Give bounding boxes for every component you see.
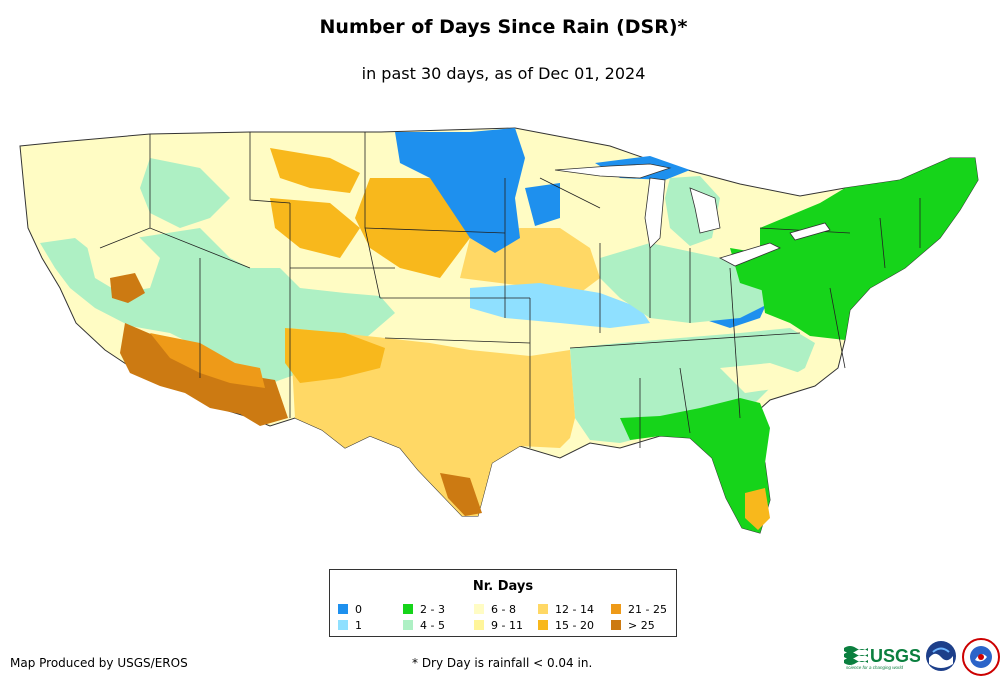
dsr-regions	[40, 128, 978, 533]
region-az-orange	[150, 333, 265, 388]
legend-label: 0	[355, 603, 362, 616]
nws-logo	[962, 638, 1000, 676]
lake-erie	[718, 242, 781, 267]
legend-label: 12 - 14	[555, 603, 594, 616]
legend-swatch	[474, 620, 484, 630]
region-nm-orange	[285, 328, 385, 383]
region-southeast-2-3	[620, 398, 770, 533]
region-carolinas-6-8	[720, 363, 800, 393]
region-southeast-4-5	[570, 328, 815, 443]
legend-item: 9 - 11	[474, 620, 523, 632]
legend-swatch	[338, 604, 348, 614]
legend-swatch	[538, 604, 548, 614]
state-boundaries	[99, 132, 921, 448]
legend-swatch	[538, 620, 548, 630]
region-southwest-gt25	[120, 323, 288, 426]
region-mn-0	[525, 183, 560, 226]
legend-label: 6 - 8	[491, 603, 516, 616]
map-title: Number of Days Since Rain (DSR)*	[319, 16, 688, 38]
map-credit: Map Produced by USGS/EROS	[10, 656, 188, 670]
legend-item: > 25	[611, 620, 655, 632]
legend-label: 2 - 3	[420, 603, 445, 616]
legend-item: 6 - 8	[474, 604, 516, 616]
legend-swatch	[474, 604, 484, 614]
legend-item: 1	[338, 620, 362, 632]
legend-item: 0	[338, 604, 362, 616]
legend-item: 2 - 3	[403, 604, 445, 616]
region-wyoming-orange	[270, 198, 360, 258]
legend-swatch	[611, 620, 621, 630]
region-south-tx-gt25	[440, 473, 482, 516]
usgs-logo: USGS science for a changing world	[844, 646, 920, 670]
region-northeast-2-3	[760, 158, 978, 340]
noaa-logo	[926, 641, 956, 671]
dry-day-footnote: * Dry Day is rainfall < 0.04 in.	[412, 656, 593, 670]
legend-swatch	[403, 620, 413, 630]
region-idaho-4-5	[140, 158, 230, 228]
legend-title: Nr. Days	[472, 579, 534, 594]
legend-swatch	[611, 604, 621, 614]
legend-item: 4 - 5	[403, 620, 445, 632]
lake-superior	[554, 163, 672, 179]
legend-swatch	[403, 604, 413, 614]
legend-item: 15 - 20	[538, 620, 594, 632]
map-legend: Nr. Days 0 1 2 - 3 4 - 5 6 - 8 9 - 11 12 - 14 1…	[329, 569, 677, 637]
legend-label: 15 - 20	[555, 619, 594, 632]
region-plains-15-20	[355, 178, 470, 278]
region-mo-1	[470, 283, 650, 328]
region-nv-gt25	[110, 273, 145, 303]
region-arkla-12-14	[530, 350, 575, 438]
lake-michigan	[644, 177, 666, 249]
region-south-central-12-14	[290, 328, 570, 516]
dsr-map	[19, 127, 979, 534]
legend-item: 12 - 14	[538, 604, 594, 616]
usgs-tagline: science for a changing world	[846, 665, 904, 670]
region-fl-orange	[745, 488, 770, 530]
lake-ontario	[789, 222, 831, 241]
legend-label: 21 - 25	[628, 603, 667, 616]
lake-huron	[689, 187, 721, 234]
legend-label: > 25	[628, 619, 655, 632]
region-nv-6-8	[85, 228, 160, 293]
legend-item: 21 - 25	[611, 604, 667, 616]
region-dakotas-0	[395, 128, 525, 253]
great-lakes	[554, 163, 831, 267]
legend-label: 9 - 11	[491, 619, 523, 632]
usgs-logo-text: USGS	[870, 646, 920, 666]
region-montana-orange	[270, 148, 360, 193]
legend-swatch	[338, 620, 348, 630]
legend-label: 1	[355, 619, 362, 632]
map-subtitle: in past 30 days, as of Dec 01, 2024	[361, 64, 646, 83]
legend-label: 4 - 5	[420, 619, 445, 632]
